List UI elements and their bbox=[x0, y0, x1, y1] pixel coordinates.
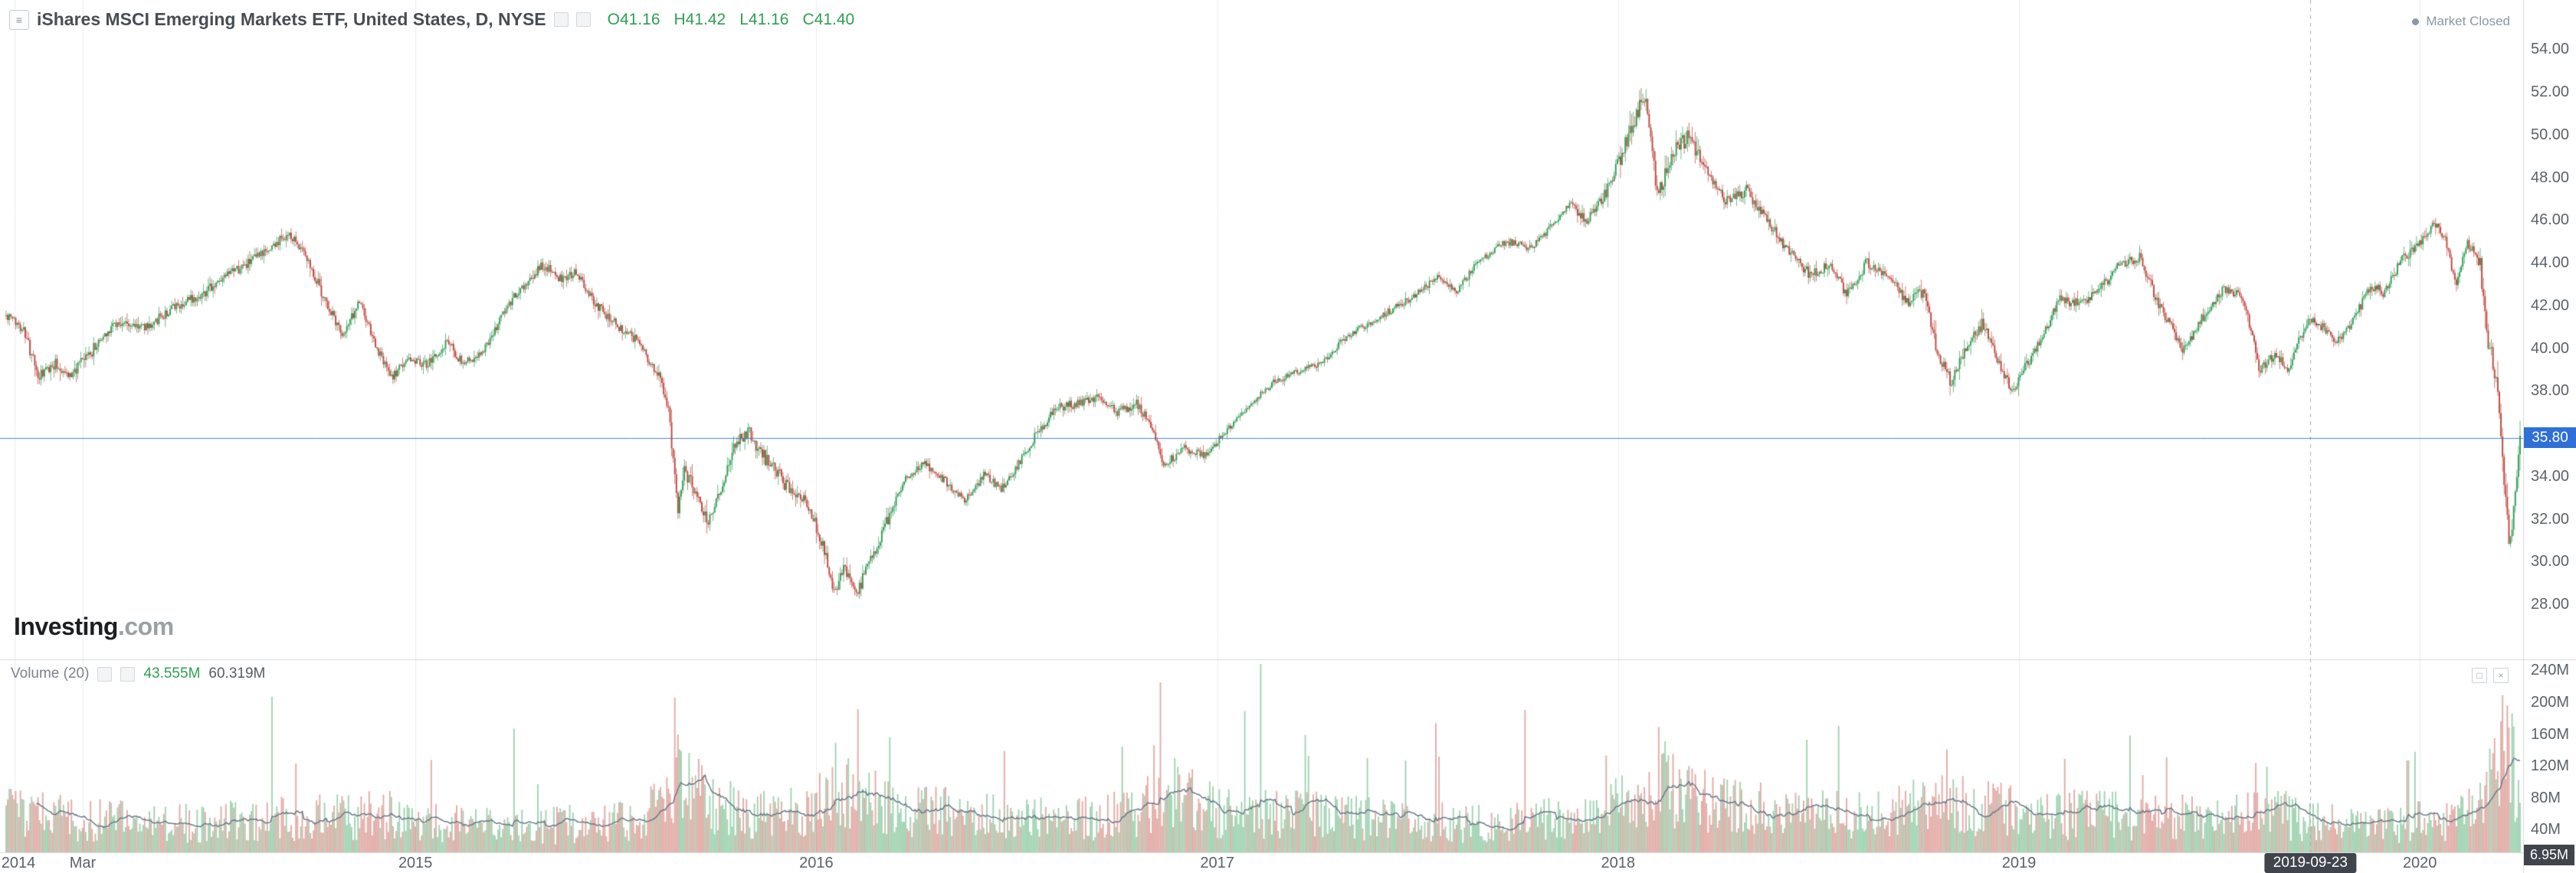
crosshair-volume-tag: 6.95M bbox=[2524, 845, 2574, 865]
price-tick-label: 48.00 bbox=[2531, 168, 2570, 186]
ohlc-close: C41.40 bbox=[802, 10, 855, 28]
crosshair-date-tag: 2019-09-23 bbox=[2264, 853, 2356, 873]
price-tick-label: 30.00 bbox=[2531, 553, 2570, 571]
ohlc-low: L41.16 bbox=[739, 10, 789, 28]
time-tick-label: 2014 bbox=[1, 855, 36, 871]
volume-tick-label: 80M bbox=[2531, 789, 2561, 806]
ohlc-values: O41.16 H41.42 L41.16 C41.40 bbox=[608, 11, 855, 29]
price-tick-label: 40.00 bbox=[2531, 339, 2570, 357]
price-tick-label: 38.00 bbox=[2531, 382, 2570, 400]
ohlc-high: H41.42 bbox=[673, 10, 726, 28]
pane-close-icon[interactable]: × bbox=[2493, 668, 2509, 683]
volume-settings-icon[interactable] bbox=[120, 666, 136, 682]
price-tick-label: 34.00 bbox=[2531, 467, 2570, 485]
price-tick-label: 42.00 bbox=[2531, 296, 2570, 314]
market-status-dot-icon bbox=[2412, 18, 2420, 25]
price-tick-label: 50.00 bbox=[2531, 126, 2570, 143]
pane-controls: □ × bbox=[2472, 668, 2509, 683]
time-tick-label: Mar bbox=[69, 855, 97, 871]
volume-tick-label: 40M bbox=[2531, 821, 2561, 839]
volume-tick-label: 120M bbox=[2531, 757, 2570, 775]
last-price-tag: 35.80 bbox=[2524, 427, 2576, 449]
market-status: Market Closed bbox=[2412, 14, 2510, 29]
volume-legend: Volume (20) 43.555M 60.319M bbox=[11, 665, 265, 682]
price-tick-label: 32.00 bbox=[2531, 510, 2570, 528]
price-tick-label: 52.00 bbox=[2531, 83, 2570, 101]
legend-toggle-icon[interactable]: ≡ bbox=[9, 9, 29, 30]
symbol-legend: ≡ iShares MSCI Emerging Markets ETF, Uni… bbox=[9, 9, 854, 30]
ohlc-open: O41.16 bbox=[607, 10, 660, 28]
investing-logo-tld: .com bbox=[117, 613, 174, 640]
price-tick-label: 46.00 bbox=[2531, 211, 2570, 229]
time-axis[interactable] bbox=[0, 852, 2576, 873]
time-tick-label: 2017 bbox=[1200, 855, 1234, 871]
time-tick-label: 2015 bbox=[398, 855, 433, 871]
time-tick-label: 2016 bbox=[799, 855, 834, 871]
investing-logo-name: Investing bbox=[14, 613, 118, 640]
price-tick-label: 54.00 bbox=[2531, 41, 2570, 58]
time-tick-label: 2019 bbox=[2001, 855, 2037, 871]
volume-eye-icon[interactable] bbox=[97, 666, 113, 682]
price-tick-label: 44.00 bbox=[2531, 254, 2570, 272]
volume-indicator-label: Volume (20) bbox=[11, 665, 90, 682]
legend-settings-icon[interactable] bbox=[575, 12, 591, 27]
volume-tick-label: 200M bbox=[2531, 694, 2570, 711]
market-status-label: Market Closed bbox=[2426, 14, 2510, 28]
volume-ma-value: 60.319M bbox=[208, 665, 266, 682]
volume-current-value: 43.555M bbox=[143, 665, 201, 682]
investing-logo: Investing.com bbox=[14, 613, 174, 641]
volume-tick-label: 160M bbox=[2531, 725, 2570, 743]
price-tick-label: 28.00 bbox=[2531, 595, 2570, 613]
time-tick-label: 2018 bbox=[1601, 855, 1636, 871]
time-tick-label: 2020 bbox=[2402, 855, 2437, 871]
legend-eye-icon[interactable] bbox=[553, 12, 569, 27]
symbol-title: iShares MSCI Emerging Markets ETF, Unite… bbox=[37, 9, 546, 29]
pane-maximize-icon[interactable]: □ bbox=[2472, 668, 2487, 683]
volume-tick-label: 240M bbox=[2531, 662, 2570, 679]
